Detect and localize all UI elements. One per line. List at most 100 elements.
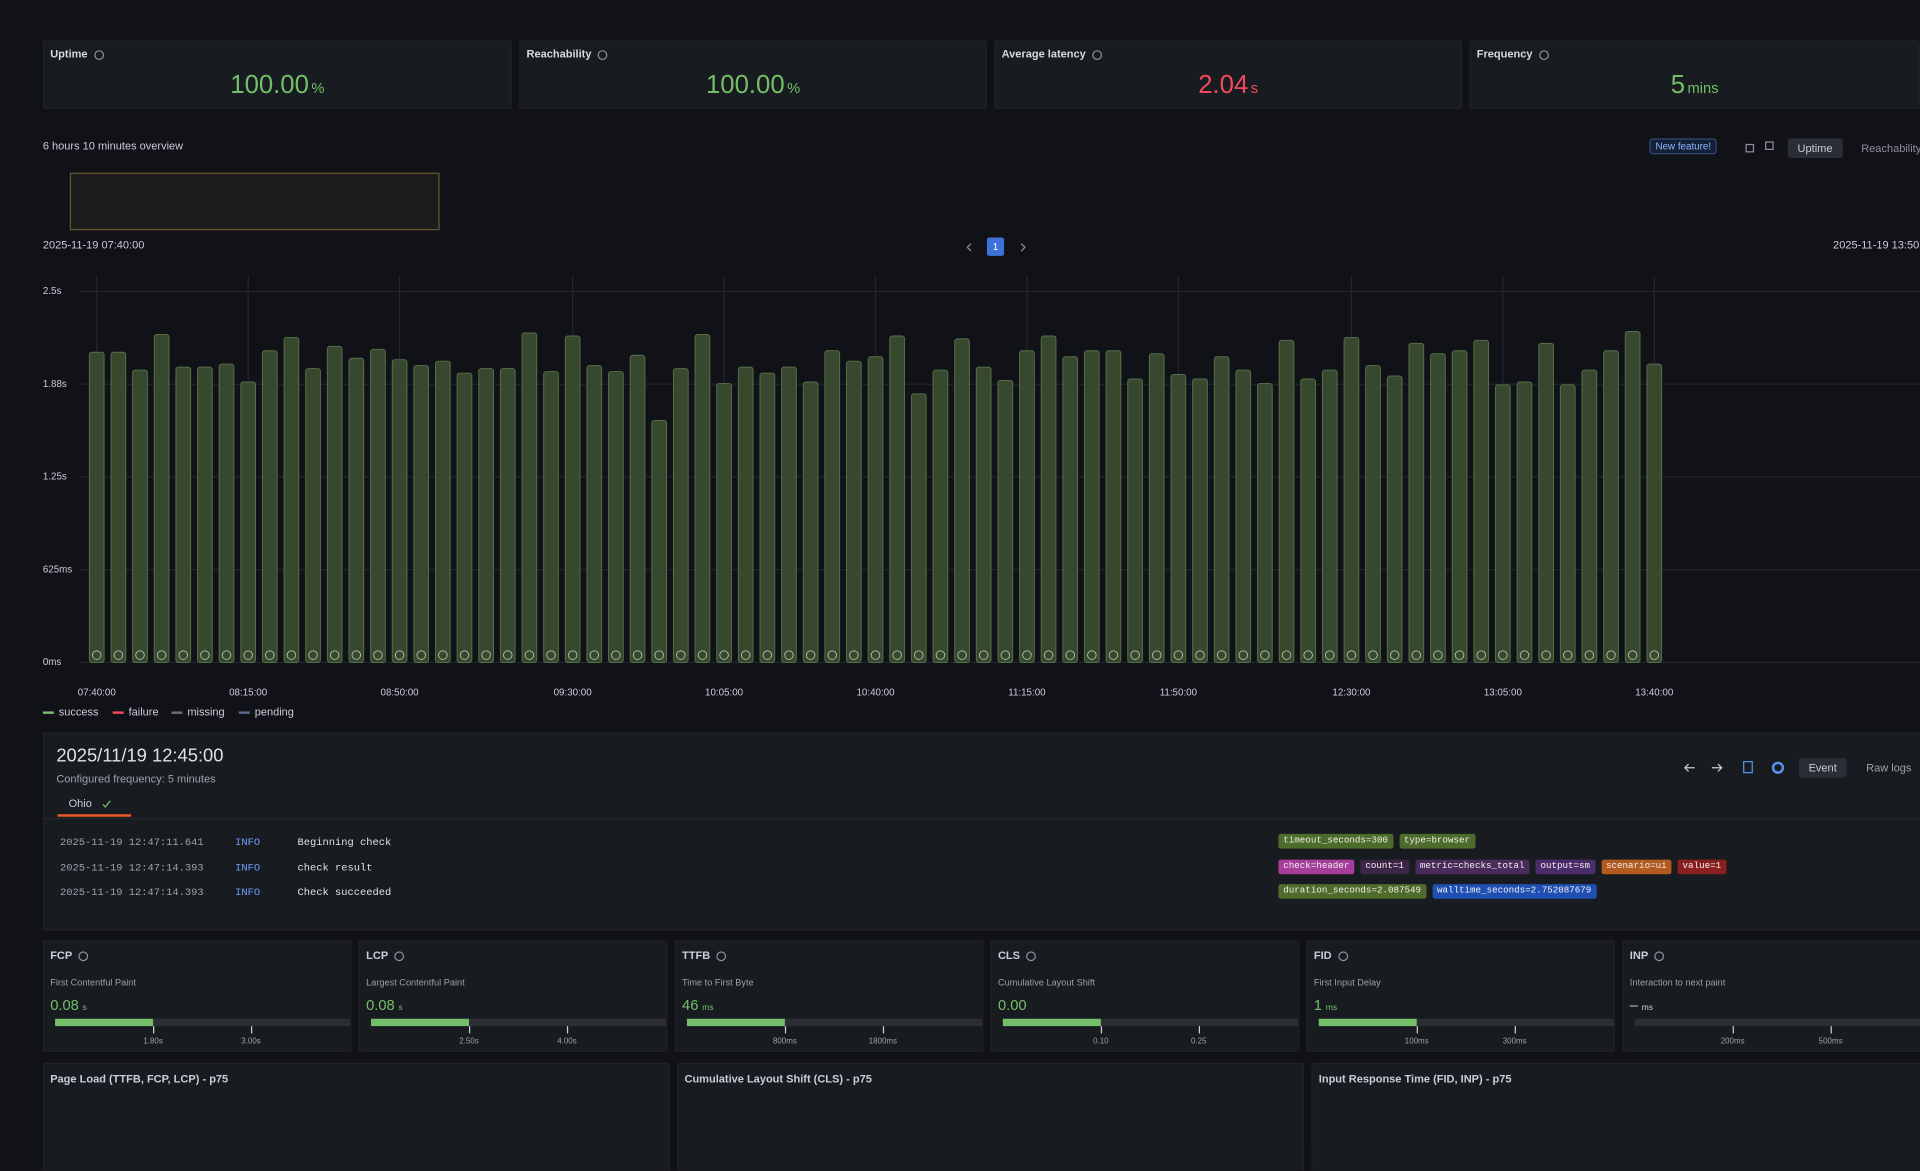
status-icon: [849, 650, 859, 660]
event-title: 2025/11/19 12:45:00: [56, 745, 224, 767]
stat-panel: Uptime 100.00%: [42, 40, 512, 109]
status-icon: [978, 650, 989, 660]
status-icon: [546, 650, 556, 660]
status-icon: [1108, 650, 1119, 660]
feedback-icons: [1745, 141, 1774, 153]
bar: [694, 333, 711, 663]
stat-value: 100.00%: [520, 71, 985, 100]
threshold-tick: [1416, 1026, 1418, 1034]
bar: [218, 363, 235, 663]
x-tick-label: 08:15:00: [229, 688, 268, 699]
bar: [326, 345, 343, 663]
threshold-tick: [251, 1026, 253, 1034]
status-icon: [784, 650, 794, 660]
status-icon: [870, 650, 881, 660]
pagination-arrows[interactable]: [961, 239, 1034, 256]
vital-track: [686, 1018, 983, 1027]
threshold-label: 300ms: [1502, 1037, 1527, 1046]
range-end: 2025-11-19 13:50: [1833, 238, 1920, 252]
bar: [1257, 382, 1273, 663]
status-icon: [914, 650, 924, 660]
x-tick-label: 10:05:00: [705, 688, 744, 699]
raw-logs-button[interactable]: Raw logs: [1866, 761, 1912, 774]
stat-label: Uptime: [50, 47, 88, 61]
vital-panel: CLS Cumulative Layout Shift 0.00 0.10 0.25: [990, 940, 1300, 1052]
x-tick-label: 07:40:00: [78, 688, 117, 699]
status-icon: [1389, 650, 1400, 660]
vital-header: FID: [1314, 949, 1348, 961]
y-tick-label: 625ms: [43, 564, 72, 575]
bar: [1235, 369, 1252, 663]
status-icon: [459, 650, 470, 660]
log-time: 2025-11-19 12:47:14.393: [60, 886, 204, 899]
status-icon: [1216, 650, 1227, 660]
info-icon: [1337, 950, 1348, 961]
bar: [543, 371, 559, 663]
legend-label: failure: [129, 707, 159, 719]
info-icon: [716, 950, 727, 961]
overview-window[interactable]: [69, 172, 440, 231]
x-tick-label: 11:50:00: [1160, 688, 1198, 699]
status-icon: [1433, 650, 1443, 660]
stat-value: 100.00%: [44, 71, 511, 100]
threshold-label: 3.00s: [241, 1037, 261, 1046]
vital-panel: FID First Input Delay 1 ms 100ms 300ms: [1306, 940, 1616, 1052]
status-icon: [113, 650, 124, 660]
status-icon: [438, 650, 448, 660]
threshold-label: 1.80s: [143, 1037, 163, 1046]
bar: [716, 382, 732, 663]
info-icon: [1026, 950, 1036, 961]
status-icon: [1325, 650, 1335, 660]
stat-panel: Average latency 2.04 s: [994, 40, 1463, 109]
status-icon: [524, 650, 535, 660]
vital-track: [55, 1018, 351, 1027]
vital-value: 0.08 s: [366, 997, 403, 1014]
vital-good-range: [686, 1018, 785, 1027]
status-icon: [503, 650, 513, 660]
threshold-label: 1800ms: [868, 1037, 898, 1046]
bar: [1603, 350, 1619, 663]
threshold-tick: [882, 1026, 885, 1034]
x-tick-label: 12:30:00: [1332, 688, 1371, 699]
status-icon: [200, 650, 210, 660]
bar: [759, 372, 776, 663]
new-feature-badge[interactable]: New feature!: [1649, 138, 1718, 155]
tab-uptime[interactable]: Uptime: [1787, 138, 1843, 158]
x-tick-label: 11:15:00: [1008, 688, 1046, 699]
unit: s: [398, 1004, 403, 1013]
status-icon: [1238, 650, 1248, 660]
bar: [240, 381, 257, 663]
value: 0.08: [366, 996, 395, 1014]
status-icon: [373, 650, 383, 660]
vital-value: – ms: [1630, 997, 1653, 1014]
bar: [954, 338, 970, 663]
status-icon: [1152, 650, 1162, 660]
y-tick-label: 2.5s: [43, 286, 62, 297]
threshold-label: 800ms: [772, 1037, 797, 1046]
vital-track: [1634, 1018, 1920, 1027]
stat-value: 5 mins: [1471, 71, 1919, 100]
bar: [1300, 378, 1317, 663]
status-icon: [676, 650, 686, 660]
log-tag: walltime_seconds=2.752087679: [1432, 884, 1597, 899]
event-nav-icons[interactable]: [1682, 758, 1792, 778]
log-row: 2025-11-19 12:47:14.393 INFO check result c…: [44, 857, 1920, 879]
bar: [1386, 375, 1403, 663]
chart-panel: Cumulative Layout Shift (CLS) - p75: [677, 1062, 1305, 1171]
page-button[interactable]: 1: [986, 237, 1005, 256]
stat-value: 2.04 s: [996, 71, 1461, 100]
event-button[interactable]: Event: [1798, 757, 1847, 778]
probe-tab[interactable]: Ohio: [57, 795, 132, 817]
overview-title: 6 hours 10 minutes overview: [42, 139, 184, 152]
value: –: [1629, 996, 1638, 1014]
status-icon: [632, 650, 643, 660]
status-icon: [1476, 650, 1486, 660]
tab-reachability[interactable]: Reachability: [1861, 142, 1920, 155]
stat-header: Frequency: [1477, 48, 1549, 60]
threshold-tick: [1198, 1026, 1201, 1034]
bar: [737, 366, 754, 663]
bar: [1451, 350, 1468, 663]
log-tag: duration_seconds=2.087549: [1278, 884, 1426, 899]
status-icon: [1195, 650, 1205, 660]
